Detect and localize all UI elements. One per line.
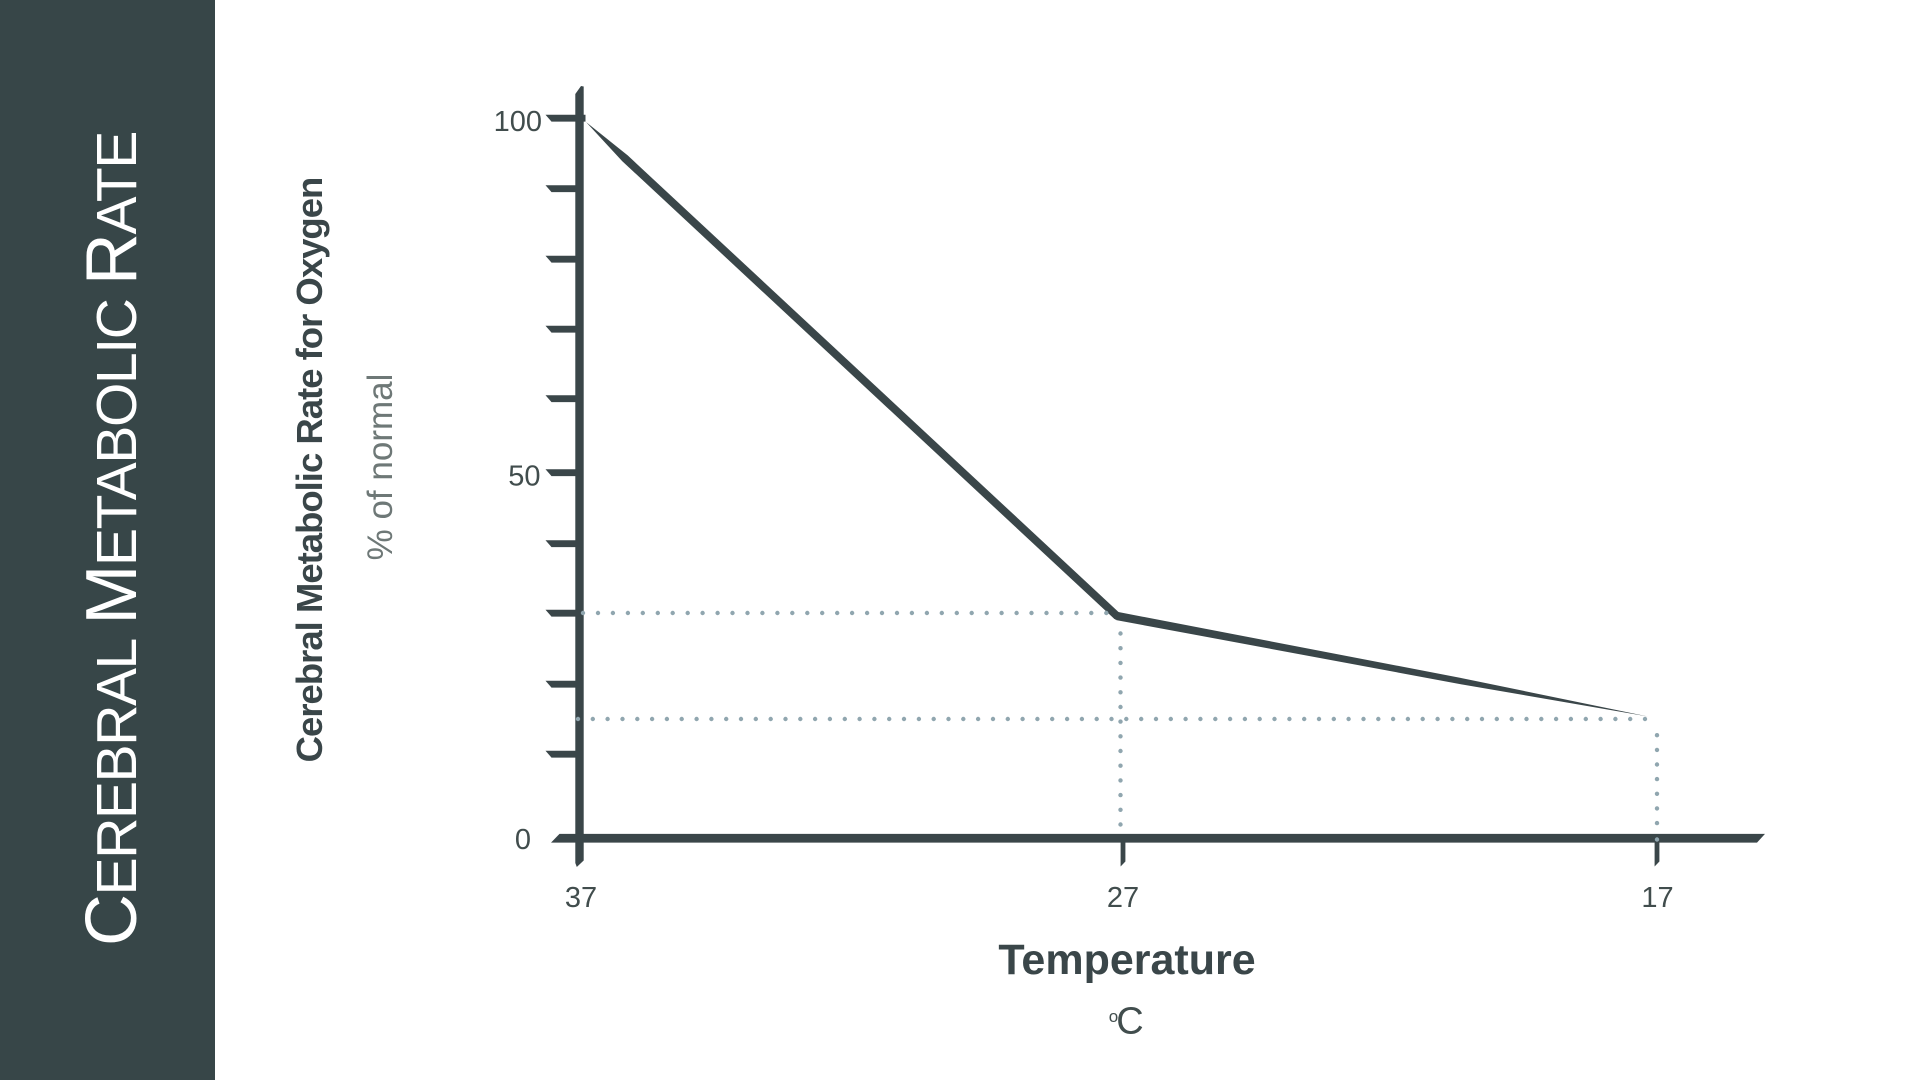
svg-text:Temperature: Temperature — [998, 936, 1255, 984]
svg-text:17: 17 — [1641, 882, 1673, 914]
svg-text:o: o — [1109, 1007, 1118, 1026]
svg-text:C: C — [1116, 1001, 1143, 1043]
svg-text:50: 50 — [508, 461, 540, 493]
svg-text:27: 27 — [1107, 882, 1139, 914]
svg-text:100: 100 — [494, 106, 542, 138]
svg-text:0: 0 — [515, 824, 531, 856]
svg-text:37: 37 — [565, 882, 597, 914]
